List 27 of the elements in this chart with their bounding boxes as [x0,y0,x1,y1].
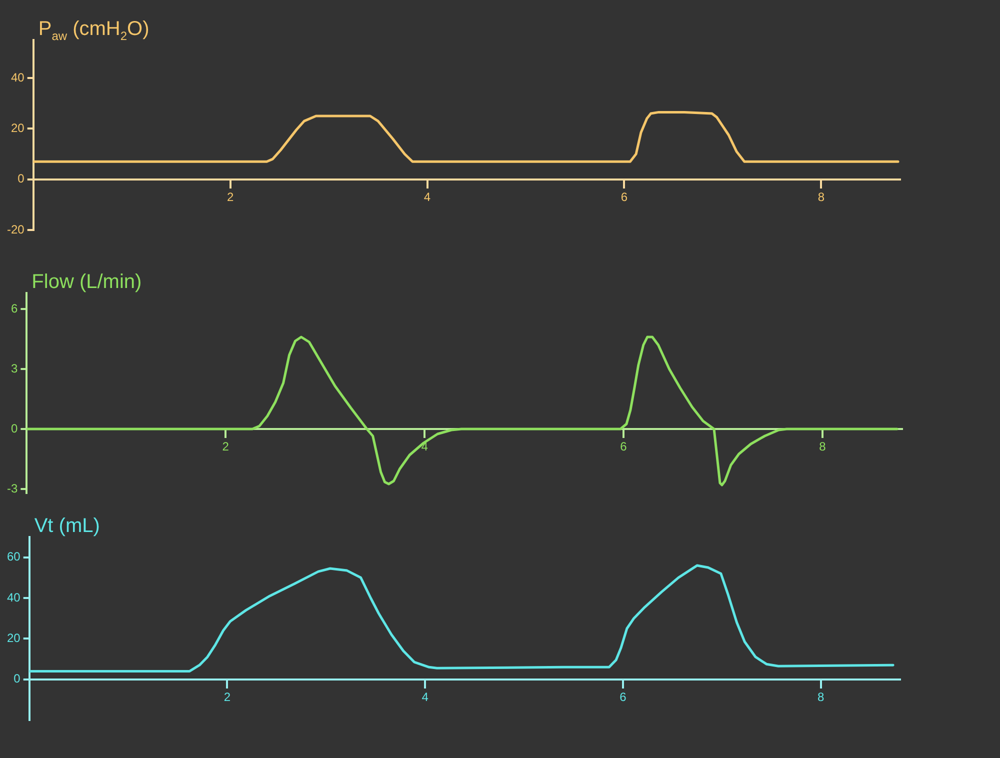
y-tick-label: -20 [7,222,25,236]
x-tick-label: 6 [620,440,628,454]
y-tick-label: 20 [10,120,25,135]
x-tick-label: 4 [421,440,428,454]
x-tick-label: 6 [620,190,628,204]
y-tick-label: 0 [10,421,18,436]
x-tick-label: 8 [818,190,825,204]
x-tick-label: 2 [224,690,231,704]
y-axis-title: P$_{aw}$ (cmH$_{2}$O) [38,18,150,44]
y-tick-label: 0 [14,672,21,686]
y-axis-title: Flow (L/min) [32,271,142,293]
x-tick-label: 2 [222,440,230,454]
x-tick-label: 6 [620,690,627,704]
y-tick-label: 3 [10,361,18,376]
y-tick-label: 40 [10,70,25,84]
y-tick-label: 40 [6,590,21,604]
y-tick-label: -3 [7,481,18,496]
y-axis-title: Vt (mL) [34,515,100,537]
x-tick-label: 8 [819,440,826,454]
y-tick-label: 60 [6,550,21,564]
x-tick-label: 4 [424,190,431,204]
x-tick-label: 2 [226,190,234,204]
y-tick-label: 20 [6,630,21,645]
x-tick-label: 4 [422,690,429,704]
y-tick-label: 6 [10,301,18,316]
x-tick-label: 8 [818,690,825,704]
y-tick-label: 0 [18,172,25,186]
